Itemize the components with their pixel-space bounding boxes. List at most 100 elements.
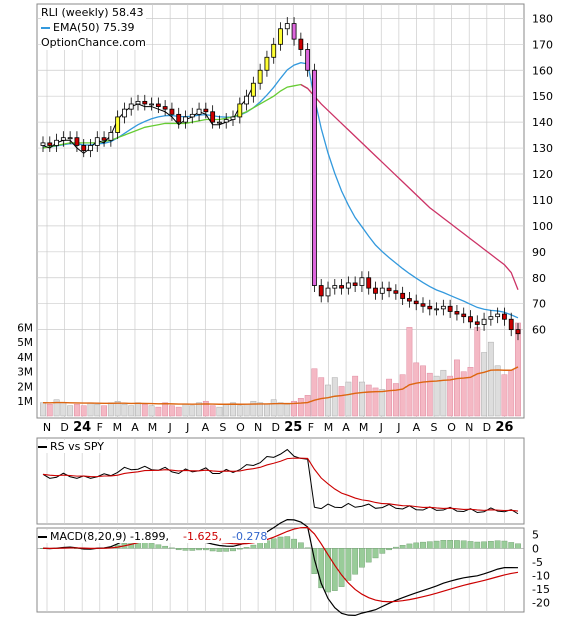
- candle-body: [210, 111, 216, 123]
- volume-bar: [107, 402, 114, 417]
- macd-histogram-bar: [223, 548, 230, 552]
- volume-bar: [101, 405, 107, 417]
- volume-bar: [270, 399, 277, 417]
- macd-histogram-bar: [277, 536, 284, 549]
- x-axis-label: M: [359, 421, 369, 434]
- volume-tick-label: 5M: [17, 337, 33, 349]
- macd-value-red: -1.625,: [183, 530, 222, 543]
- price-trend-line: [42, 85, 254, 154]
- ema50-line: [42, 83, 308, 149]
- candle-body: [81, 145, 87, 152]
- price-tick-label: 180: [532, 12, 553, 25]
- volume-bar: [487, 341, 494, 417]
- candle-body: [515, 329, 521, 335]
- macd-histogram-bar: [202, 548, 209, 551]
- macd-histogram-bar: [318, 548, 325, 589]
- macd-histogram-bar: [155, 544, 162, 549]
- candle-body: [461, 313, 467, 318]
- x-axis-label: D: [60, 421, 68, 434]
- x-axis-label: A: [413, 421, 421, 434]
- price-tick-label: 110: [532, 194, 553, 207]
- x-axis-label: N: [43, 421, 51, 434]
- legend-ema: EMA(50) 75.39: [41, 20, 146, 35]
- macd-histogram-bar: [365, 548, 372, 563]
- macd-histogram-bar: [189, 548, 196, 551]
- volume-bar: [440, 369, 447, 417]
- candle-body: [47, 142, 53, 146]
- candle-body: [373, 287, 378, 294]
- candle-body: [244, 95, 249, 105]
- candle-body: [420, 303, 426, 307]
- candle-body: [257, 69, 263, 84]
- candle-body: [379, 287, 385, 294]
- volume-bar: [379, 389, 386, 417]
- volume-bar: [250, 400, 257, 417]
- volume-bar: [148, 405, 155, 417]
- volume-bar: [114, 400, 121, 417]
- rs-line: [42, 448, 519, 515]
- candle-body: [298, 38, 304, 50]
- candle-body: [481, 318, 487, 325]
- volume-bar: [291, 400, 297, 417]
- candle-body: [162, 106, 168, 110]
- x-axis-label: N: [254, 421, 262, 434]
- volume-bar: [264, 403, 270, 417]
- volume-average-line: [42, 366, 519, 405]
- macd-histogram-bar: [379, 548, 386, 554]
- ema20-line: [42, 62, 519, 319]
- volume-bar: [372, 387, 379, 417]
- candle-body: [155, 103, 161, 107]
- candle-body: [237, 103, 243, 118]
- price-tick-label: 60: [532, 324, 546, 337]
- candle-body: [366, 277, 372, 289]
- volume-tick-label: 3M: [17, 367, 33, 379]
- ema-trend-line: [300, 83, 519, 290]
- candle-body: [108, 132, 114, 141]
- macd-swatch-icon: [38, 535, 47, 538]
- volume-bar: [399, 374, 406, 417]
- x-axis-label: N: [465, 421, 473, 434]
- panel-frame-1: [36, 437, 525, 525]
- x-axis-label: A: [131, 421, 139, 434]
- candle-body: [502, 313, 507, 320]
- price-tick-label: 130: [532, 142, 553, 155]
- volume-bar: [359, 381, 365, 417]
- candle-body: [305, 49, 311, 71]
- volume-tick-label: 1M: [17, 396, 33, 408]
- candle-body: [359, 277, 365, 286]
- volume-bar: [460, 371, 467, 417]
- x-axis-label: 25: [284, 420, 302, 435]
- macd-histogram-bar: [304, 547, 311, 549]
- candle-body: [413, 300, 419, 305]
- macd-tick-label: 0: [532, 542, 539, 555]
- x-axis-label: J: [396, 421, 400, 434]
- volume-bar: [420, 365, 426, 417]
- candle-body: [400, 292, 406, 299]
- x-axis-label: S: [431, 421, 438, 434]
- candle-body: [189, 113, 195, 118]
- macd-histogram-bar: [284, 536, 291, 549]
- candle-body: [447, 305, 453, 312]
- macd-histogram-bar: [372, 548, 379, 559]
- candle-body: [40, 142, 46, 146]
- macd-histogram-bar: [508, 542, 515, 549]
- volume-bar: [175, 406, 182, 417]
- price-tick-label: 120: [532, 168, 553, 181]
- rs-legend: RS vs SPY: [38, 440, 104, 453]
- volume-bar: [202, 400, 209, 417]
- candle-body: [284, 23, 290, 30]
- candle-body: [203, 108, 209, 113]
- macd-histogram-bar: [352, 548, 359, 575]
- volume-bar: [216, 406, 223, 417]
- candle-body: [318, 285, 324, 297]
- x-axis-label: M: [113, 421, 123, 434]
- macd-signal-line: [42, 526, 519, 603]
- macd-histogram-bar: [501, 540, 508, 549]
- candle-body: [183, 116, 188, 123]
- panel-frame-0: [36, 3, 525, 419]
- macd-label: MACD(8,20,9) -1.899,: [50, 530, 169, 543]
- volume-bar: [67, 405, 74, 417]
- volume-bar: [345, 381, 352, 417]
- volume-bar: [46, 403, 53, 417]
- candle-body: [128, 103, 134, 110]
